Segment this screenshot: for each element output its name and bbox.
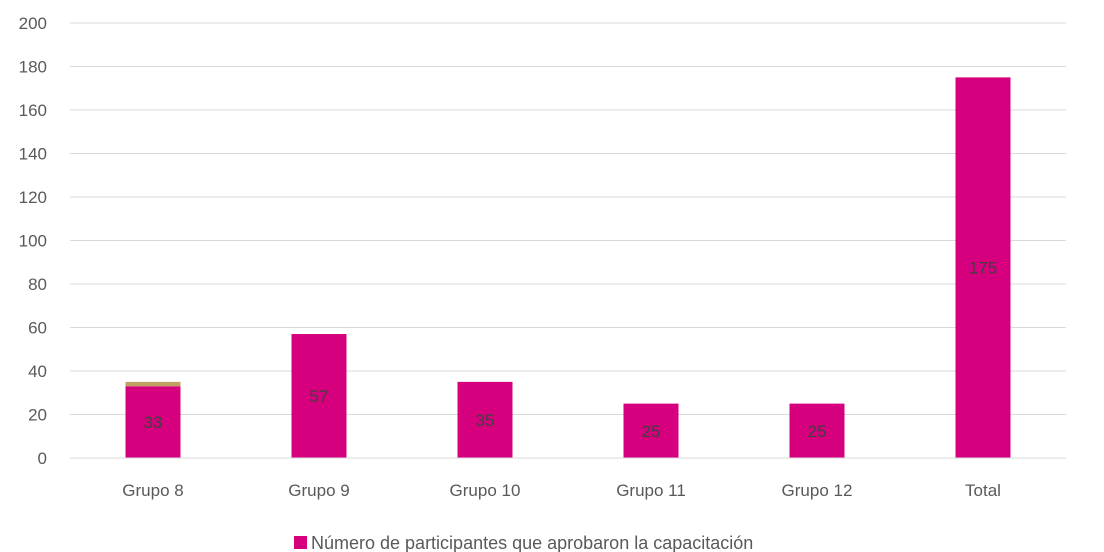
data-label: 25 xyxy=(642,422,661,441)
y-tick-label: 80 xyxy=(28,275,47,294)
bar-grupo-10 xyxy=(457,381,513,458)
gridlines xyxy=(70,22,1066,415)
legend-label: Número de participantes que aprobaron la… xyxy=(311,533,753,552)
x-tick-label: Grupo 8 xyxy=(122,481,183,500)
x-tick-label: Grupo 10 xyxy=(450,481,521,500)
y-tick-label: 40 xyxy=(28,362,47,381)
y-tick-label: 200 xyxy=(19,14,47,33)
legend: Número de participantes que aprobaron la… xyxy=(294,533,753,552)
x-tick-label: Grupo 11 xyxy=(616,481,686,500)
y-axis-tick-labels: 0 20 40 60 80 100 120 140 160 180 200 xyxy=(19,14,47,468)
y-tick-label: 0 xyxy=(38,449,47,468)
data-label: 33 xyxy=(144,413,163,432)
data-labels: 33 57 35 25 25 175 xyxy=(144,259,998,441)
x-tick-label: Grupo 9 xyxy=(288,481,349,500)
y-tick-label: 180 xyxy=(19,58,47,77)
data-label: 175 xyxy=(969,259,997,278)
bar-grupo-11 xyxy=(623,403,679,458)
bar-total xyxy=(955,77,1011,458)
y-tick-label: 20 xyxy=(28,406,47,425)
data-label: 57 xyxy=(310,387,329,406)
x-tick-label: Total xyxy=(965,481,1001,500)
x-axis-tick-labels: Grupo 8 Grupo 9 Grupo 10 Grupo 11 Grupo 12 To… xyxy=(122,481,1001,500)
data-label: 35 xyxy=(476,411,495,430)
bars xyxy=(125,77,1011,458)
y-tick-label: 160 xyxy=(19,101,47,120)
bar-grupo-8 xyxy=(125,386,181,458)
y-tick-label: 140 xyxy=(19,145,47,164)
bar-grupo-8-segment-1 xyxy=(125,381,181,387)
bar-grupo-12 xyxy=(789,403,845,458)
y-tick-label: 120 xyxy=(19,188,47,207)
y-tick-label: 60 xyxy=(28,319,47,338)
legend-swatch xyxy=(294,536,307,549)
x-tick-label: Grupo 12 xyxy=(782,481,853,500)
bar-grupo-9 xyxy=(291,334,347,458)
data-label: 25 xyxy=(808,422,827,441)
y-tick-label: 100 xyxy=(19,232,47,251)
